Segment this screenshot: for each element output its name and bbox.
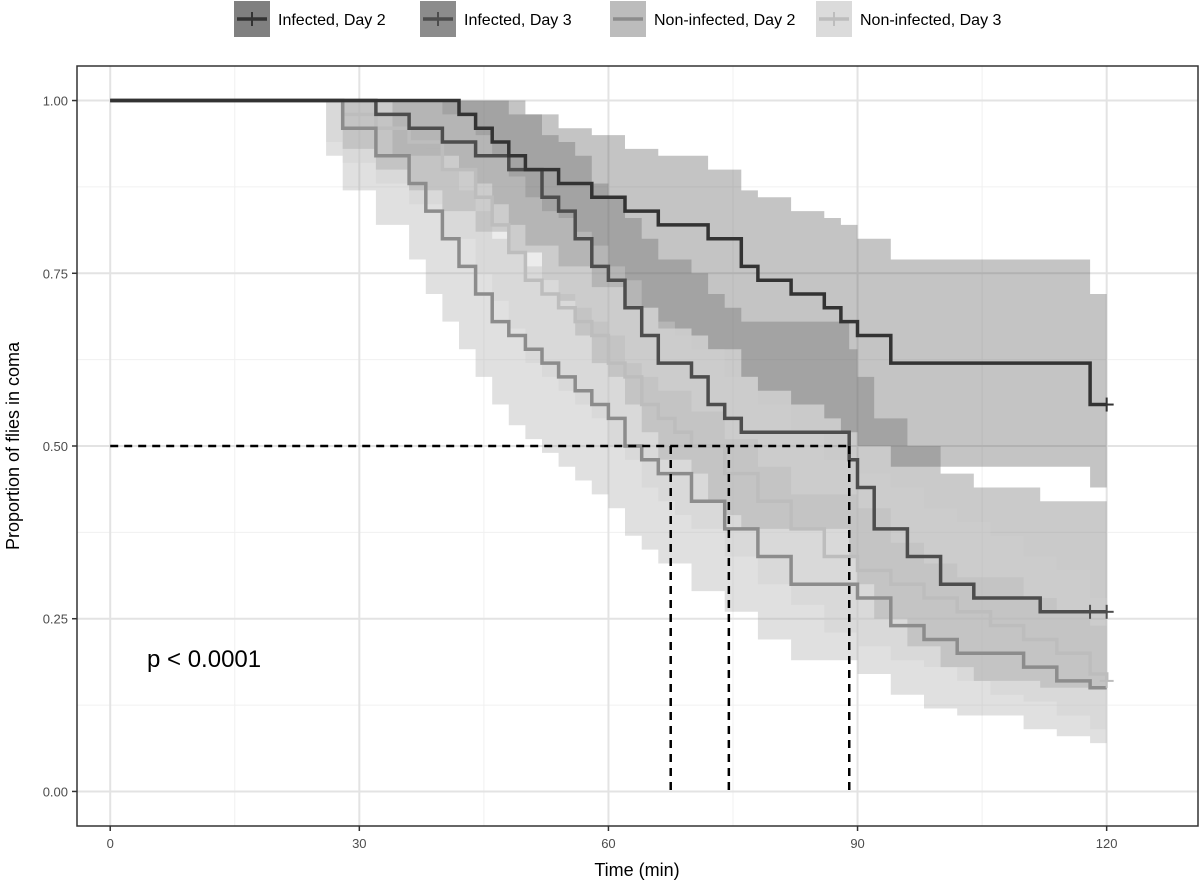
legend-label: Infected, Day 2 [278,12,386,29]
x-tick-label: 90 [850,836,864,851]
p-value-annotation: p < 0.0001 [147,646,261,673]
survival-curve-1 [110,98,1107,614]
confidence-band-1 [110,100,1107,688]
survival-curve-3 [110,98,1109,681]
x-axis-ticks: 0 30 60 90 120 [107,826,1118,851]
censor-mark [1099,673,1114,688]
censor-marks [1083,397,1114,688]
legend-label: Non-infected, Day 3 [860,12,1002,29]
y-axis-title: Proportion of flies in coma [3,341,23,550]
legend-label: Infected, Day 3 [464,12,572,29]
legend-item-3: Non-infected, Day 3 [816,1,1002,37]
y-tick-label: 1.00 [43,94,68,109]
legend-item-2: Non-infected, Day 2 [610,1,796,37]
x-tick-label: 0 [107,836,114,851]
x-tick-label: 60 [601,836,615,851]
censor-mark [1099,397,1114,412]
median-reference-lines [110,444,851,792]
survival-curve-2 [110,98,1107,690]
confidence-band-0 [110,100,1107,488]
legend: Infected, Day 2 Infected, Day 3 Non-infect… [234,1,1002,37]
survival-curves [110,98,1109,690]
y-tick-label: 0.25 [43,612,68,627]
x-tick-label: 30 [352,836,366,851]
legend-item-1: Infected, Day 3 [420,1,572,37]
censor-mark [1083,604,1098,619]
censor-mark [1099,604,1114,619]
survival-curve-0 [110,98,1107,407]
x-tick-label: 120 [1096,836,1118,851]
y-tick-label: 0.00 [43,784,68,799]
legend-label: Non-infected, Day 2 [654,12,796,29]
confidence-band-2 [110,100,1107,744]
y-tick-label: 0.75 [43,266,68,281]
y-tick-label: 0.50 [43,439,68,454]
legend-item-0: Infected, Day 2 [234,1,386,37]
y-axis-ticks: 0.00 0.25 0.50 0.75 1.00 [43,94,77,799]
x-axis-title: Time (min) [594,860,679,880]
